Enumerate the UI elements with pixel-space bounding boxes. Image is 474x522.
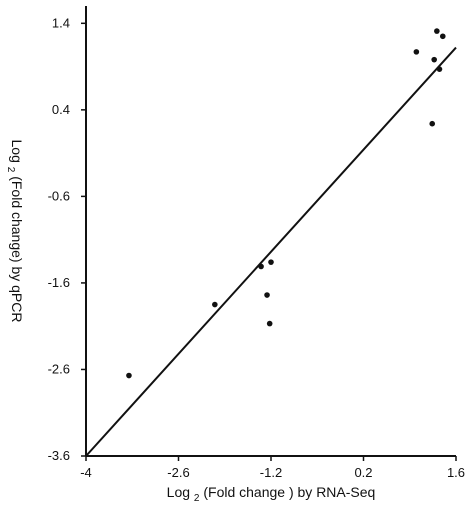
scatter-point <box>431 56 437 63</box>
x-axis-tick-label: 0.2 <box>354 465 372 480</box>
x-axis-title-part-3: (Fold change ) by RNA-Seq <box>203 484 375 500</box>
scatter-point <box>268 259 274 265</box>
fit-line-layer <box>85 46 457 457</box>
x-axis-title: Log 2 (Fold change ) by RNA-Seq <box>167 484 376 504</box>
x-axis-tick-label: -4 <box>80 465 92 480</box>
scatter-point <box>266 320 273 327</box>
y-axis-tick-label: -1.6 <box>48 275 70 290</box>
y-axis-title-part-1: Log <box>9 140 25 163</box>
scatter-point <box>434 28 440 34</box>
y-axis-title-part-2: 2 <box>5 167 16 173</box>
y-axis-tick-label: -0.6 <box>48 188 70 203</box>
x-axis-tick-label: -1.2 <box>260 465 282 480</box>
y-axis-tick-label: 1.4 <box>52 15 70 30</box>
points-layer <box>126 28 446 379</box>
scatter-point <box>126 372 132 379</box>
fit-line <box>85 46 457 457</box>
x-axis-title-part-2: 2 <box>194 493 200 504</box>
y-axis-tick-label: 0.4 <box>52 102 70 117</box>
scatter-point <box>413 49 420 55</box>
x-axis-tick-label: -2.6 <box>167 465 189 480</box>
ticks-layer: -4 -2.6 -1.2 0.2 1.6 -3.6 -2.6 -1.6 -0.6 0.4 1.4 <box>48 15 465 480</box>
x-axis-tick-label: 1.6 <box>447 465 465 480</box>
scatter-point <box>439 33 446 40</box>
scatter-point <box>429 120 436 127</box>
y-axis-title-part-3: (Fold change) by qPCR <box>9 176 25 322</box>
scatter-point <box>264 292 270 298</box>
x-axis-title-part-1: Log <box>167 484 190 500</box>
y-axis-tick-label: -2.6 <box>48 361 70 376</box>
scatter-point <box>212 301 218 308</box>
y-axis-title: Log 2 (Fold change) by qPCR <box>5 140 25 323</box>
y-axis-tick-label: -3.6 <box>48 448 70 463</box>
axes-layer <box>85 6 456 457</box>
